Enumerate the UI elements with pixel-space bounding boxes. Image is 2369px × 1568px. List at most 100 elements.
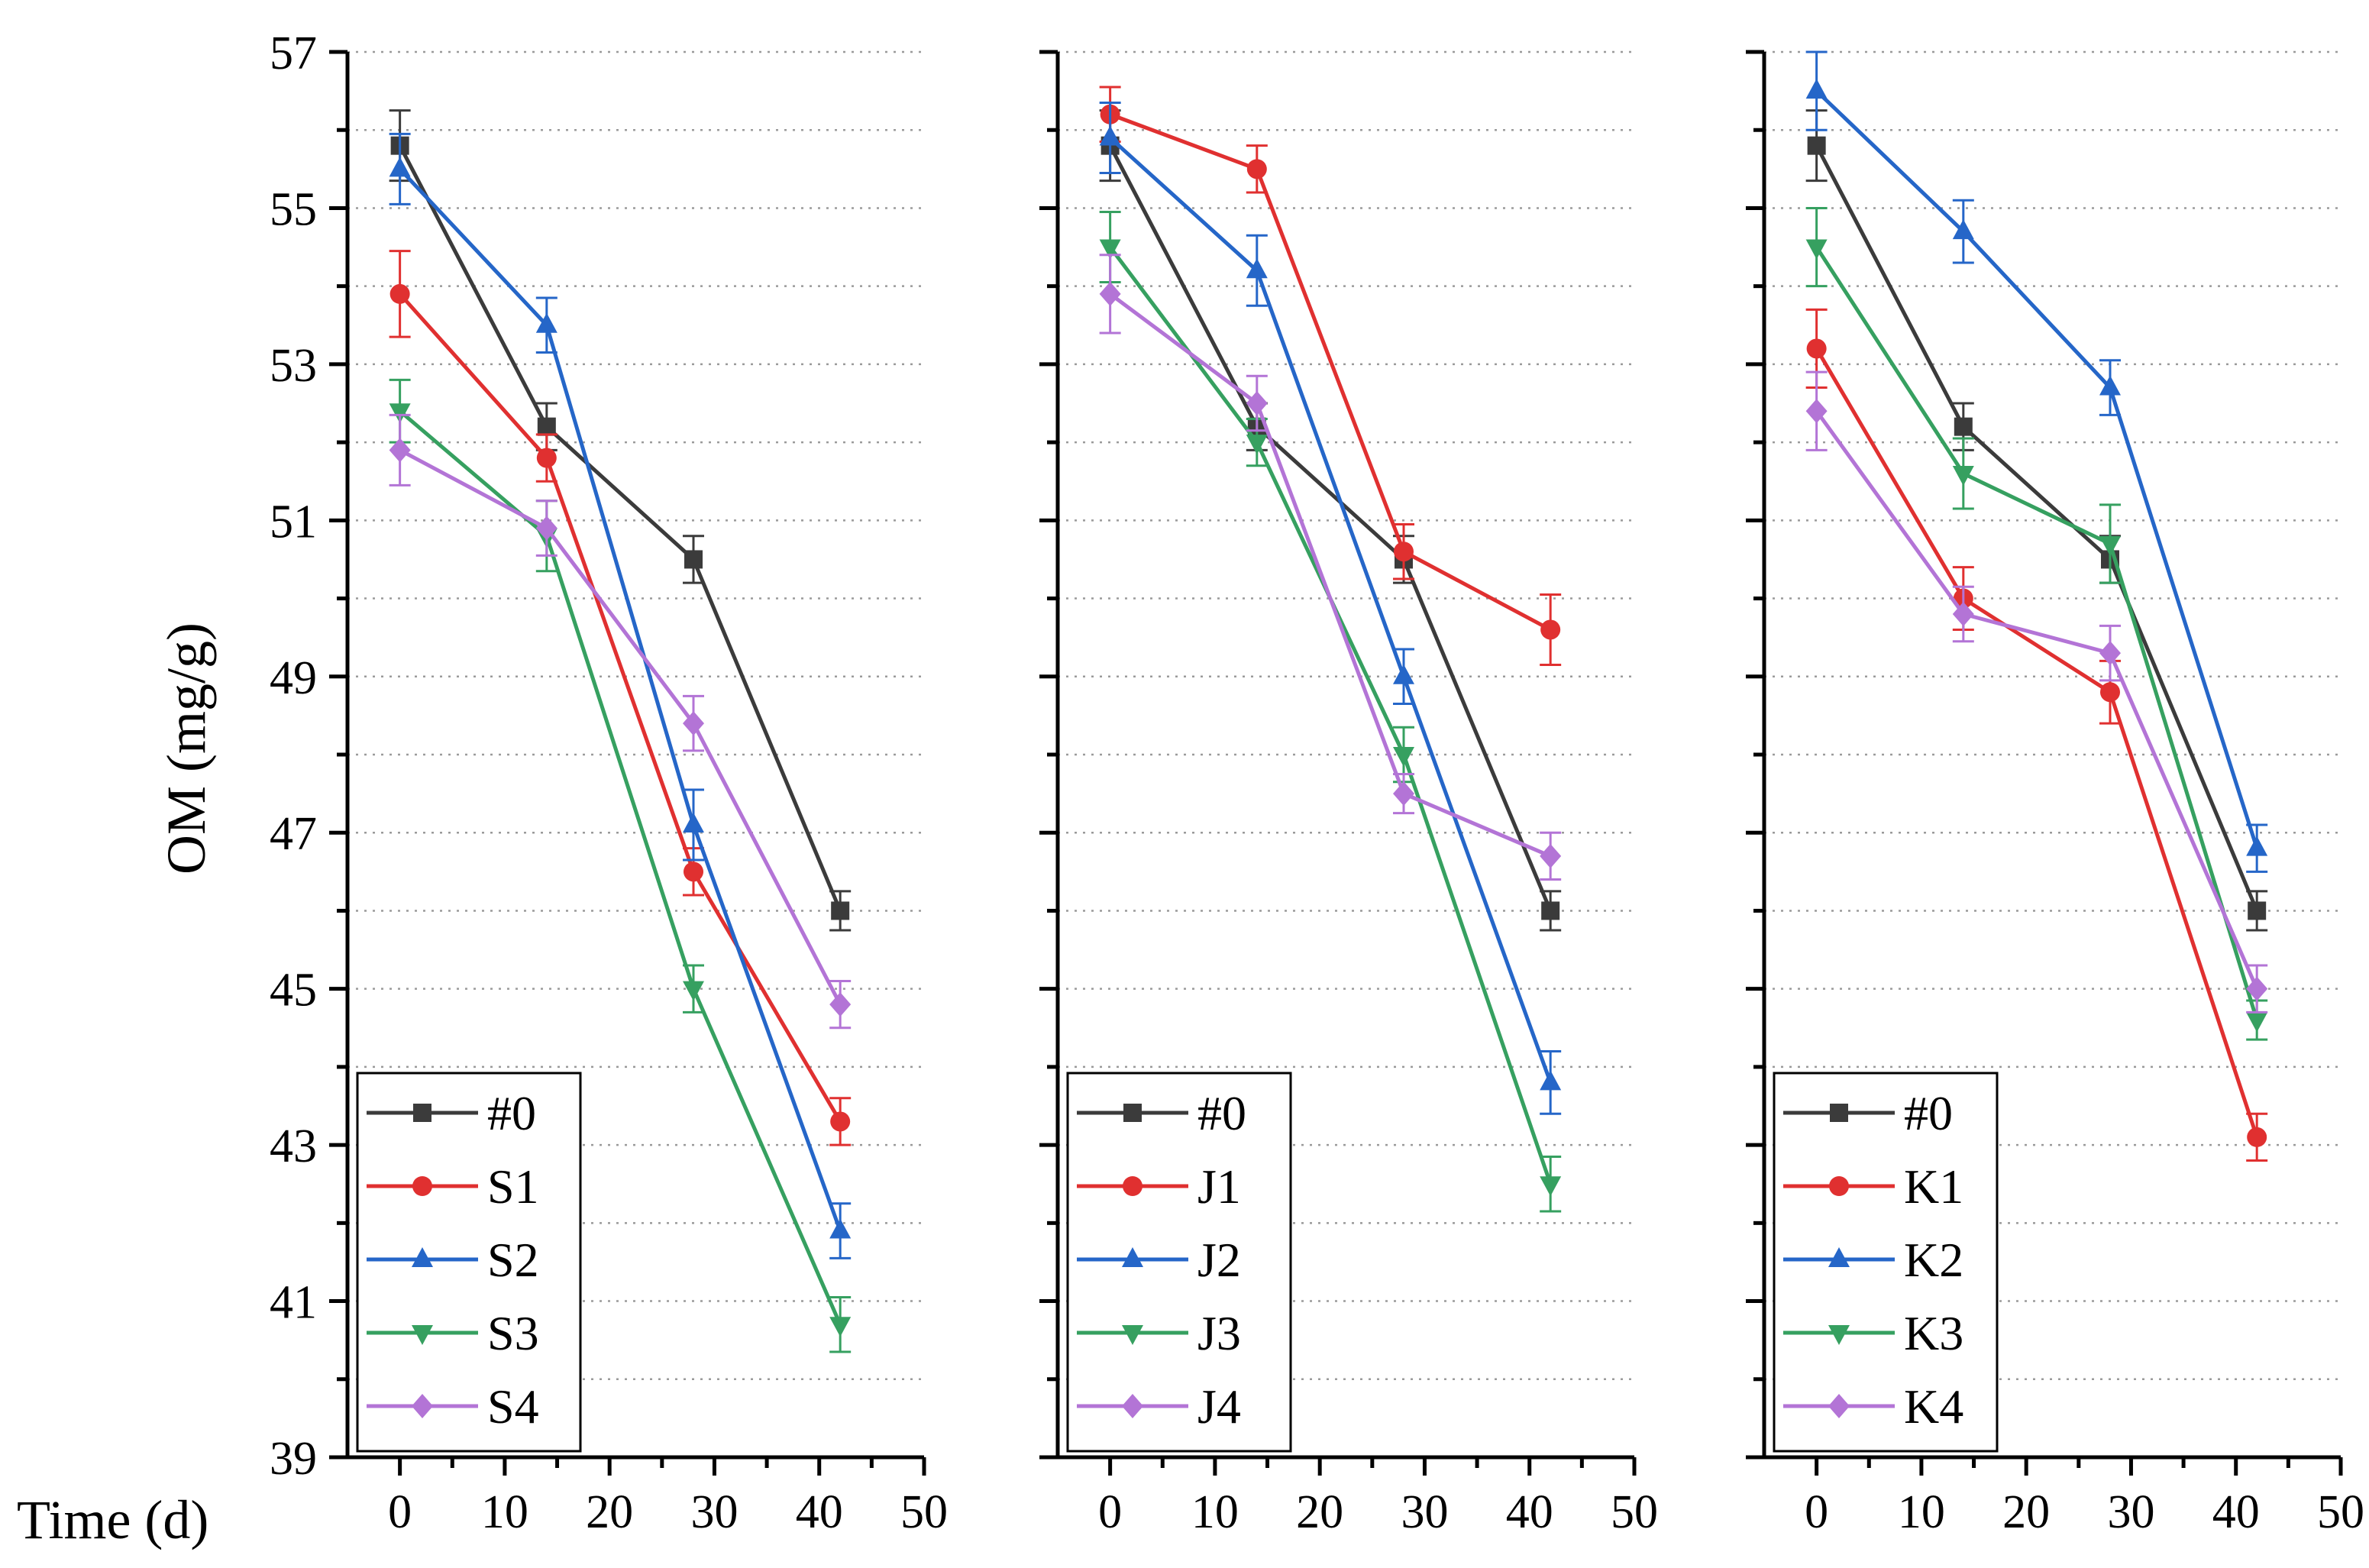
series-S4 <box>389 413 852 1030</box>
legend-label: #0 <box>1197 1086 1246 1140</box>
x-tick-label: 10 <box>481 1486 528 1538</box>
series-K3 <box>1805 206 2268 1041</box>
x-tick-label: 10 <box>1898 1486 1945 1538</box>
series-K4 <box>1805 370 2268 1014</box>
data-point <box>1805 399 1828 424</box>
data-point <box>1246 258 1268 279</box>
data-point <box>1246 435 1268 455</box>
y-tick-label: 39 <box>270 1433 317 1485</box>
data-point <box>389 157 411 177</box>
data-point <box>389 438 411 463</box>
data-point <box>1806 338 1827 359</box>
series-K2 <box>1805 50 2268 873</box>
series-J1 <box>1099 86 1562 666</box>
legend-marker <box>1830 1104 1848 1122</box>
legend-marker <box>1123 1176 1142 1196</box>
data-point <box>1393 747 1414 767</box>
series-line <box>1108 144 1553 912</box>
data-point <box>2246 976 2268 1001</box>
legend-label: J4 <box>1197 1379 1241 1434</box>
panel-3: 0 10 20 30 40 50 #0 K1 K2 K3 K4 <box>1746 50 2364 1538</box>
data-point <box>2246 1012 2268 1033</box>
x-tick-label: 40 <box>2212 1486 2260 1538</box>
data-point <box>389 283 410 304</box>
data-point <box>684 550 703 569</box>
data-point <box>535 312 558 333</box>
data-point <box>1952 219 1974 240</box>
series-line <box>1815 89 2259 849</box>
x-tick-label: 10 <box>1191 1486 1239 1538</box>
y-tick-label: 53 <box>270 340 317 392</box>
series-line <box>1815 409 2259 990</box>
legend-label: S4 <box>487 1379 539 1434</box>
panel-2: 0 10 20 30 40 50 #0 J1 J2 J3 J4 <box>1039 50 1658 1538</box>
y-tick-label: 47 <box>270 808 317 860</box>
y-tick-label: 49 <box>270 652 317 704</box>
legend-label: K3 <box>1904 1306 1963 1360</box>
data-point <box>2247 1127 2267 1147</box>
series-line <box>398 167 842 1232</box>
legend-marker <box>1828 1247 1850 1267</box>
series-line <box>398 144 842 912</box>
legend-marker <box>1828 1325 1850 1345</box>
data-point <box>1394 542 1414 562</box>
legend-box <box>1773 1072 1999 1453</box>
legend-marker <box>1122 1394 1143 1418</box>
data-point <box>2246 836 2268 856</box>
data-point <box>683 813 704 832</box>
data-point <box>1805 79 1828 99</box>
series-line <box>399 448 842 1006</box>
series-J4 <box>1099 254 1562 881</box>
y-tick-label: 51 <box>270 496 317 548</box>
x-tick-label: 20 <box>2002 1486 2050 1538</box>
legend-marker <box>1123 1104 1142 1122</box>
series-#0 <box>389 109 852 932</box>
data-point <box>1805 239 1828 260</box>
series-line <box>398 293 842 1123</box>
x-tick-label: 30 <box>1401 1486 1448 1538</box>
legend-label: J1 <box>1197 1159 1241 1214</box>
series-S3 <box>389 378 852 1353</box>
x-tick-label: 50 <box>2317 1486 2364 1538</box>
legend-marker <box>412 1247 433 1267</box>
data-point <box>536 448 557 468</box>
legend-label: K1 <box>1904 1159 1963 1214</box>
legend-label: K4 <box>1904 1379 1963 1434</box>
x-tick-label: 50 <box>1611 1486 1658 1538</box>
x-tick-label: 30 <box>2107 1486 2154 1538</box>
data-point <box>2099 536 2121 556</box>
x-tick-label: 30 <box>690 1486 738 1538</box>
series-line <box>399 409 842 1326</box>
data-point <box>1952 466 1974 486</box>
data-point <box>829 992 852 1017</box>
legend-marker <box>1829 1176 1849 1196</box>
data-point <box>683 711 704 736</box>
legend-label: #0 <box>1904 1086 1953 1140</box>
series-line <box>1815 144 2259 912</box>
data-point <box>829 1218 852 1239</box>
legend-marker <box>412 1176 432 1196</box>
data-point <box>831 901 850 920</box>
y-tick-label: 43 <box>270 1120 317 1172</box>
data-point <box>1393 781 1414 807</box>
data-point <box>830 1111 851 1132</box>
x-tick-label: 0 <box>388 1486 412 1538</box>
data-point <box>1540 619 1561 640</box>
x-tick-label: 50 <box>900 1486 948 1538</box>
legend: #0 S1 S2 S3 S4 <box>356 1072 582 1453</box>
x-tick-label: 40 <box>796 1486 843 1538</box>
legend-label: J2 <box>1197 1233 1241 1287</box>
data-point <box>2100 682 2120 703</box>
panel-1: 39 41 43 45 47 49 51 53 55 57 0 10 20 30 40 50 #0 S1 S2 S3 S… <box>270 27 948 1538</box>
y-tick-label: 57 <box>270 27 317 79</box>
x-tick-label: 20 <box>586 1486 633 1538</box>
y-axis-title: OM (mg/g) <box>156 622 217 875</box>
data-point <box>1099 281 1121 306</box>
series-line <box>1109 292 1552 858</box>
series-line <box>1109 112 1552 632</box>
data-point <box>683 981 704 1001</box>
data-point <box>535 516 558 541</box>
data-point <box>1099 239 1121 260</box>
